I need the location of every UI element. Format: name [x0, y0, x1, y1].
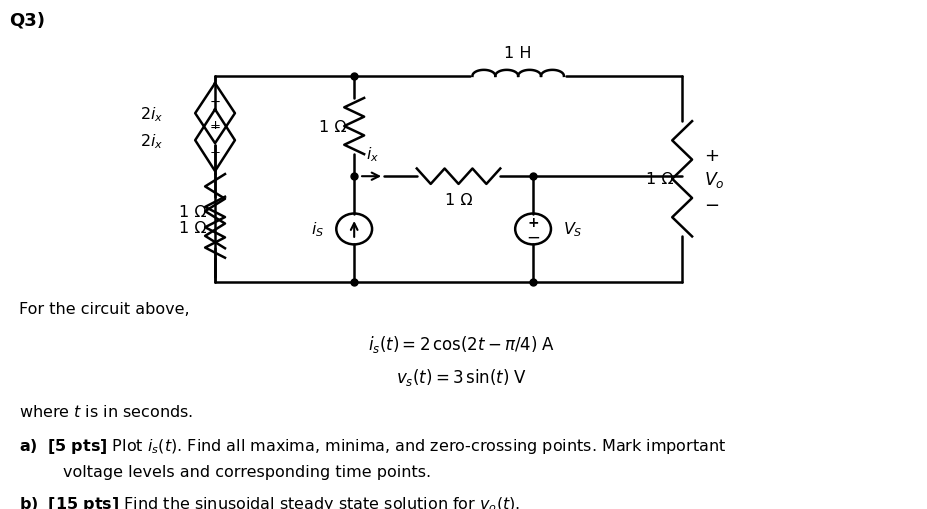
Text: −: − [210, 96, 221, 108]
Text: $V_S$: $V_S$ [563, 220, 582, 239]
Text: 1 Ω: 1 Ω [646, 172, 674, 187]
Text: $i_x$: $i_x$ [365, 146, 378, 164]
Text: Q3): Q3) [9, 12, 45, 30]
Text: $\mathbf{a)}$  $\mathbf{[5\ pts]}$ Plot $i_s(t)$. Find all maxima, minima, and z: $\mathbf{a)}$ $\mathbf{[5\ pts]}$ Plot $… [19, 436, 727, 455]
Text: where $t$ is in seconds.: where $t$ is in seconds. [19, 404, 194, 419]
Text: 1 Ω: 1 Ω [319, 119, 346, 134]
Text: +: + [527, 215, 539, 229]
Text: voltage levels and corresponding time points.: voltage levels and corresponding time po… [63, 465, 431, 479]
Text: $v_s(t) = 3\,\sin(t)\;\mathrm{V}$: $v_s(t) = 3\,\sin(t)\;\mathrm{V}$ [396, 366, 527, 387]
Text: $\mathbf{b)}$  $\mathbf{[15\ pts]}$ Find the sinusoidal steady state solution fo: $\mathbf{b)}$ $\mathbf{[15\ pts]}$ Find … [19, 494, 521, 509]
Text: +: + [210, 119, 221, 132]
Text: −: − [527, 228, 540, 246]
Text: $i_S$: $i_S$ [311, 220, 324, 239]
Text: $2i_x$: $2i_x$ [140, 105, 163, 123]
Text: $i_s(t) = 2\,\cos(2t - \pi/4)\;\mathrm{A}$: $i_s(t) = 2\,\cos(2t - \pi/4)\;\mathrm{A… [368, 333, 555, 354]
Text: 1 Ω: 1 Ω [445, 192, 473, 207]
Text: 1 Ω: 1 Ω [180, 220, 207, 235]
Text: 1 H: 1 H [504, 45, 532, 61]
Text: +: + [210, 146, 221, 159]
Text: For the circuit above,: For the circuit above, [19, 301, 190, 316]
Text: −: − [704, 196, 719, 214]
Text: +: + [704, 147, 719, 164]
Text: −: − [210, 122, 221, 135]
Text: $V_o$: $V_o$ [704, 169, 725, 189]
Text: $2i_x$: $2i_x$ [140, 132, 163, 150]
Text: 1 Ω: 1 Ω [180, 204, 207, 219]
